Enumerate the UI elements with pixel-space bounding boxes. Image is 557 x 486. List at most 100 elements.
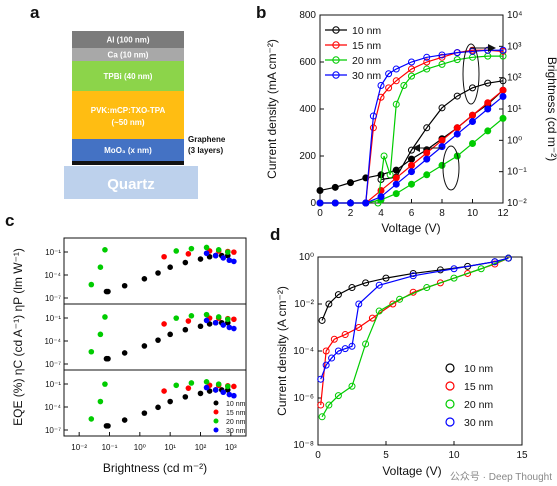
chart-c-point bbox=[203, 384, 210, 391]
chart-c-point bbox=[212, 252, 219, 259]
chart-c-point bbox=[182, 259, 189, 266]
chart-d-point bbox=[341, 345, 349, 353]
chart-b-current-point bbox=[369, 124, 377, 132]
chart-b-current-point bbox=[453, 49, 461, 57]
chart-c-legend-marker bbox=[213, 418, 219, 424]
chart-b-current-point bbox=[408, 58, 415, 66]
chart-b-current-point bbox=[408, 72, 415, 80]
chart-b-current-point bbox=[423, 65, 431, 73]
chart-c-point bbox=[197, 390, 204, 397]
chart-b-brightness-point bbox=[331, 183, 339, 191]
chart-c-point bbox=[225, 383, 231, 390]
chart-b-brightness-point bbox=[453, 124, 461, 132]
chart-d-point bbox=[341, 331, 349, 339]
chart-c-legend-marker bbox=[213, 400, 219, 406]
chart-b-ytick-label: 200 bbox=[299, 151, 316, 162]
chart-b-xlabel: Voltage (V) bbox=[381, 221, 440, 235]
chart-b: 0 2 4 6 8 10 12 0 200 400 600 800 10⁻² 10⁻¹ 10⁰ 10¹ 10² 1… bbox=[265, 10, 557, 235]
chart-d-ytick-label: 10⁻⁸ bbox=[293, 440, 314, 451]
quartz-label: Quartz bbox=[107, 176, 155, 193]
chart-b-brightness-point bbox=[438, 136, 446, 144]
chart-c-point bbox=[167, 398, 173, 405]
chart-b-ytick-label: 400 bbox=[299, 104, 316, 115]
chart-c-point bbox=[141, 410, 148, 416]
chart-c-ytick-label: 10⁻¹ bbox=[45, 248, 61, 257]
chart-b-current-point bbox=[453, 56, 461, 64]
chart-c-point bbox=[88, 281, 95, 288]
chart-b-brightness-point bbox=[438, 161, 446, 169]
chart-c-legend-marker bbox=[213, 409, 219, 415]
chart-b-current-point bbox=[392, 77, 400, 85]
chart-b-xtick-label: 6 bbox=[409, 208, 415, 219]
chart-d-legend-marker bbox=[445, 363, 455, 373]
chart-d-xtick-label: 5 bbox=[383, 450, 389, 461]
chart-b-current-point bbox=[438, 53, 446, 61]
chart-c-ytick-label: 10⁻⁴ bbox=[44, 337, 61, 346]
chart-d-point bbox=[348, 284, 356, 292]
chart-c-point bbox=[105, 288, 111, 295]
chart-c-point bbox=[102, 247, 108, 253]
layer-4 bbox=[72, 139, 184, 161]
chart-d-point bbox=[382, 274, 390, 282]
chart-d-point bbox=[355, 324, 363, 331]
chart-d-xlabel: Voltage (V) bbox=[382, 464, 441, 478]
chart-b-brightness-point bbox=[392, 174, 400, 182]
chart-c-point bbox=[188, 313, 195, 319]
chart-b-brightness-point bbox=[484, 99, 492, 107]
chart-b-y2tick-label: 10² bbox=[507, 73, 522, 84]
chart-b-ytick-label: 800 bbox=[299, 10, 316, 21]
layer-0-label: Al (100 nm) bbox=[106, 36, 149, 45]
chart-b-current-point bbox=[408, 146, 415, 154]
chart-c-ytick-label: 10⁻⁴ bbox=[44, 271, 61, 280]
chart-b-brightness-point bbox=[316, 186, 324, 194]
chart-d-point bbox=[325, 300, 333, 308]
chart-c-point bbox=[220, 255, 227, 261]
layer-1 bbox=[72, 48, 184, 61]
chart-c-point bbox=[167, 264, 173, 271]
chart-c-point bbox=[105, 355, 111, 362]
chart-c-point bbox=[88, 416, 95, 422]
chart-c: 10⁻² 10⁻¹ 10⁰ 10¹ 10² 10³ 10⁻¹ 10⁻⁴ 10⁻⁷ 10⁻¹ 10⁻⁴… bbox=[11, 237, 247, 475]
chart-b-brightness-point bbox=[423, 149, 431, 157]
chart-c-point bbox=[185, 251, 192, 257]
chart-b-xtick-label: 4 bbox=[378, 208, 384, 219]
chart-b-current-point bbox=[499, 77, 507, 85]
chart-d-ytick-label: 10⁻² bbox=[294, 299, 314, 310]
chart-b-brightness-point bbox=[392, 166, 400, 174]
chart-d-point bbox=[423, 284, 431, 292]
chart-b-xtick-label: 2 bbox=[348, 208, 354, 219]
chart-d-point bbox=[322, 361, 330, 369]
chart-b-y2tick-label: 10⁴ bbox=[507, 10, 522, 21]
chart-c-point bbox=[185, 385, 192, 391]
graphene-sub-label: (3 layers) bbox=[188, 146, 223, 155]
chart-b-current-point bbox=[423, 124, 431, 132]
chart-d-point bbox=[318, 413, 326, 421]
chart-b-current-point bbox=[484, 79, 492, 87]
chart-c-point bbox=[97, 398, 104, 405]
chart-d-point bbox=[317, 401, 325, 409]
chart-c-point bbox=[231, 316, 237, 323]
chart-c-point bbox=[121, 417, 128, 423]
chart-b-ylabel: Current density (mA cm⁻²) bbox=[265, 39, 279, 179]
chart-d-point bbox=[334, 392, 342, 400]
chart-c-point bbox=[220, 389, 227, 396]
chart-d-point bbox=[368, 314, 376, 322]
chart-d-ytick-label: 10⁻⁴ bbox=[293, 346, 314, 357]
chart-d-point bbox=[330, 335, 338, 343]
chart-c-xtick-label: 10³ bbox=[225, 443, 237, 452]
chart-b-legend-marker bbox=[332, 71, 340, 79]
chart-d-point bbox=[334, 347, 342, 355]
graphene-label: Graphene bbox=[188, 135, 226, 144]
panel-letter-a: a bbox=[30, 3, 40, 22]
chart-c-ytick-label: 10⁻⁷ bbox=[45, 294, 61, 303]
chart-b-brightness-point bbox=[331, 199, 339, 207]
chart-d-point bbox=[362, 279, 370, 287]
chart-b-current-point bbox=[392, 100, 400, 108]
chart-c-point bbox=[173, 382, 180, 389]
chart-c-point bbox=[220, 322, 227, 328]
chart-b-brightness-point bbox=[469, 111, 476, 119]
chart-b-legend-marker bbox=[332, 26, 340, 34]
chart-b-brightness-point bbox=[499, 86, 507, 94]
chart-d-legend-label: 30 nm bbox=[464, 417, 493, 429]
chart-c-point bbox=[203, 244, 210, 251]
